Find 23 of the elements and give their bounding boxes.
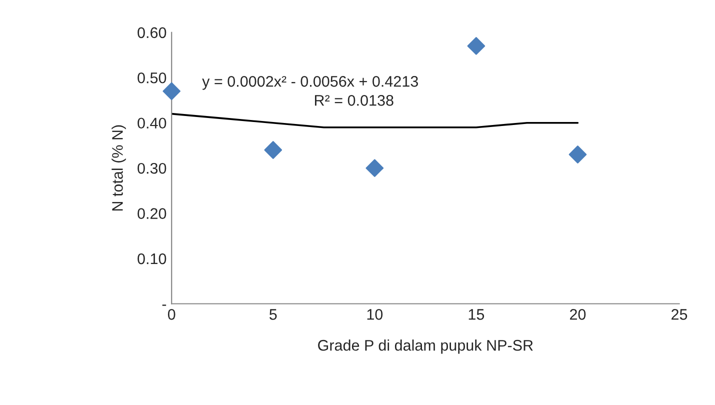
y-axis-title: N total (% N) bbox=[112, 125, 126, 211]
point bbox=[264, 141, 282, 159]
y-tick-label: 0.10 bbox=[138, 253, 166, 264]
y-tick-label: 0.30 bbox=[138, 162, 166, 174]
x-axis-title: Grade P di dalam pupuk NP-SR bbox=[318, 340, 533, 354]
x-tick-label: 0 bbox=[168, 309, 176, 320]
line-series bbox=[172, 112, 579, 128]
y-tick-label: - bbox=[162, 304, 166, 306]
y-tick-label: 0.50 bbox=[138, 72, 166, 84]
y-tick-label: 0.60 bbox=[138, 27, 166, 38]
x-tick-label: 25 bbox=[672, 309, 688, 320]
y-tick-label: 0.40 bbox=[138, 118, 166, 129]
x-tick-label: 20 bbox=[570, 309, 586, 320]
point bbox=[568, 146, 587, 164]
x-tick-label: 10 bbox=[367, 309, 383, 320]
point bbox=[162, 82, 181, 100]
annotation: y = 0.0002x² - 0.0056x + 0.4213 bbox=[202, 76, 418, 90]
y-tick-label: 0.20 bbox=[138, 208, 166, 219]
x-tick-label: 15 bbox=[468, 309, 484, 320]
annotation: R² = 0.0138 bbox=[314, 94, 394, 106]
point bbox=[467, 37, 486, 55]
point bbox=[366, 159, 384, 177]
x-tick-label: 5 bbox=[269, 309, 277, 320]
